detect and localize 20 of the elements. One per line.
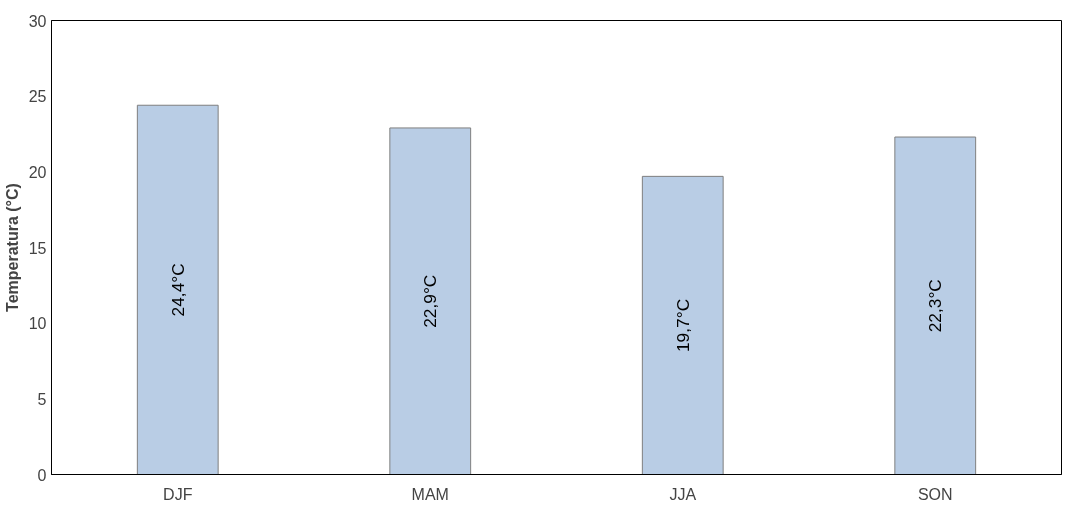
data-label: 22,9°C (420, 274, 441, 328)
bar (641, 175, 724, 475)
bar (389, 127, 472, 475)
data-label: 24,4°C (167, 263, 188, 317)
x-tick-label: SON (917, 485, 953, 503)
y-tick-label: 5 (37, 390, 47, 408)
data-label: 22,3°C (925, 279, 946, 333)
y-tick-label: 30 (28, 12, 47, 30)
bar (136, 104, 219, 475)
y-tick-label: 0 (37, 466, 47, 484)
y-axis-title: Temperatura (°C) (3, 183, 21, 312)
x-tick-label: DJF (163, 485, 193, 503)
bar (894, 136, 977, 475)
x-tick-label: MAM (411, 485, 449, 503)
y-tick-label: 25 (28, 88, 47, 106)
y-tick-label: 15 (28, 239, 47, 257)
y-tick-label: 10 (28, 315, 47, 333)
x-tick-label: JJA (669, 485, 697, 503)
data-label: 19,7°C (672, 298, 693, 353)
y-tick-label: 20 (28, 163, 47, 181)
